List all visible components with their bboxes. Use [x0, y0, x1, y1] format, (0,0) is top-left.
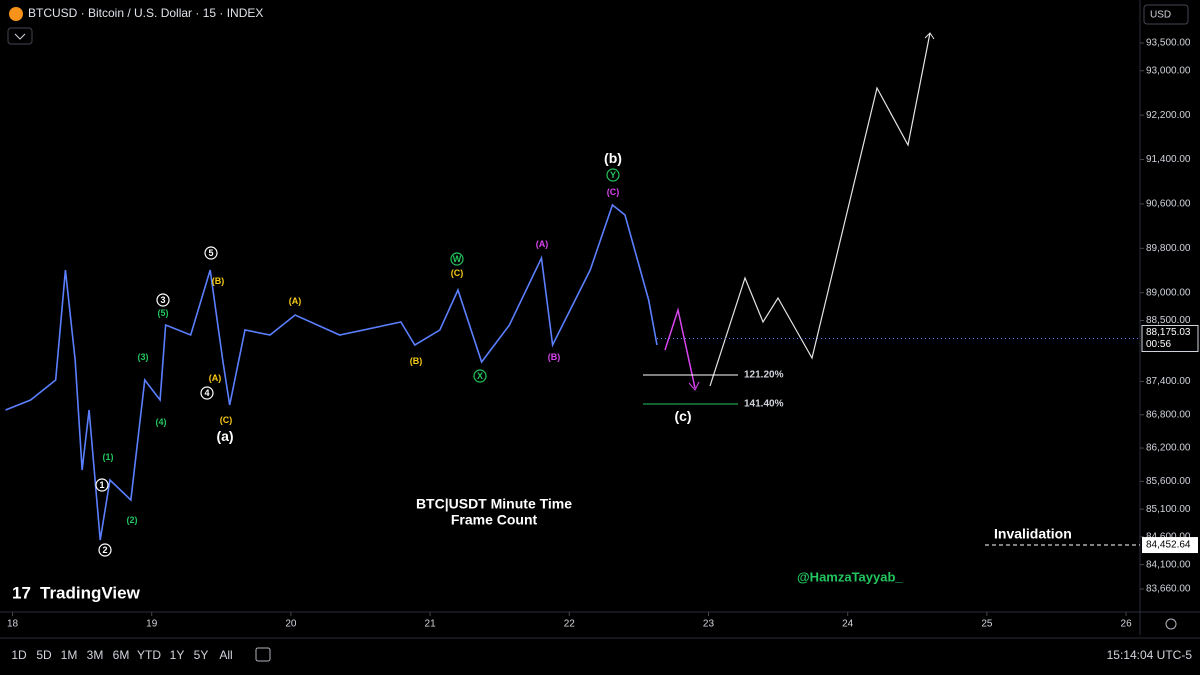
range-button[interactable]: 5D [36, 648, 52, 662]
wave-label: (3) [138, 352, 149, 362]
fib-label: 141.40% [744, 399, 784, 410]
range-button[interactable]: 1D [11, 648, 27, 662]
x-tick-label: 26 [1121, 619, 1133, 630]
x-tick-label: 18 [7, 619, 19, 630]
y-tick-label: 84,600.00 [1146, 532, 1191, 543]
y-tick-label: 86,800.00 [1146, 409, 1191, 420]
wave-label: (A) [289, 296, 302, 306]
wave-circle [450, 252, 464, 266]
wave-circle [156, 293, 170, 307]
y-tick-label: 85,600.00 [1146, 476, 1191, 487]
y-tick-label: 93,000.00 [1146, 65, 1191, 76]
wave-circle [473, 369, 487, 383]
wave-label: (b) [604, 150, 622, 166]
wave-label: 3 [160, 295, 165, 305]
currency-label: USD [1150, 10, 1171, 21]
y-tick-label: 87,400.00 [1146, 376, 1191, 387]
wave-label: Y [610, 170, 616, 180]
range-button[interactable]: YTD [137, 648, 161, 662]
range-button[interactable]: 5Y [194, 648, 209, 662]
toolbar: 1D 5D 1M 3M 6M YTD 1Y 5Y All [11, 648, 232, 662]
x-tick-label: 23 [703, 619, 715, 630]
x-tick-label: 25 [981, 619, 993, 630]
wave-label: (4) [156, 417, 167, 427]
wave-circle [98, 543, 112, 557]
y-tick-label: 84,100.00 [1146, 559, 1191, 570]
invalidation-text: Invalidation [994, 526, 1072, 542]
x-tick-label: 22 [564, 619, 576, 630]
wave-circle [200, 386, 214, 400]
wave-label: 2 [102, 545, 107, 555]
wave-label: (C) [220, 415, 233, 425]
date-range-icon[interactable] [255, 647, 271, 662]
current-price-label: 88,175.03 [1146, 327, 1191, 338]
countdown: 00:56 [1146, 339, 1171, 350]
chevron-icon [14, 33, 26, 40]
y-tick-label: 92,200.00 [1146, 110, 1191, 121]
x-tick-label: 19 [146, 619, 158, 630]
y-tick-label: 83,660.00 [1146, 584, 1191, 595]
logo-mark: 17 [12, 583, 31, 602]
invalidation-label: 84,452.64 [1146, 540, 1191, 551]
wave-label: (C) [451, 268, 464, 278]
wave-label: (B) [212, 276, 225, 286]
y-tick-label: 85,100.00 [1146, 504, 1191, 515]
wave-circle [204, 246, 218, 260]
watermark: TradingView [40, 583, 141, 602]
wave-label: (B) [548, 352, 561, 362]
y-tick-label: 86,200.00 [1146, 443, 1191, 454]
signature: @HamzaTayyab_ [797, 569, 903, 584]
range-button[interactable]: 1Y [170, 648, 185, 662]
collapse-button[interactable] [7, 27, 33, 45]
y-tick-label: 91,400.00 [1146, 154, 1191, 165]
pink-projection [664, 307, 696, 389]
pink-arrowhead [688, 381, 700, 391]
y-tick-label: 89,000.00 [1146, 287, 1191, 298]
symbol-title: BTCUSD · Bitcoin / U.S. Dollar · 15 · IN… [28, 6, 263, 20]
x-tick-label: 24 [842, 619, 854, 630]
wave-label: (A) [536, 239, 549, 249]
wave-label: (1) [103, 452, 114, 462]
fib-label: 121.20% [744, 370, 784, 381]
current-price-box [1141, 324, 1199, 352]
wave-label: 5 [208, 248, 213, 258]
wave-circle [606, 168, 620, 182]
wave-label: 1 [99, 480, 104, 490]
range-button[interactable]: 3M [87, 648, 104, 662]
settings-icon[interactable] [1165, 618, 1177, 630]
invalidation-box [1142, 537, 1198, 554]
wave-label: (B) [410, 356, 423, 366]
btc-icon [9, 7, 23, 21]
wave-label: (2) [127, 515, 138, 525]
currency-button[interactable] [1143, 4, 1189, 25]
wave-circle [95, 478, 109, 492]
x-tick-label: 20 [285, 619, 297, 630]
projection-arrowhead [924, 32, 935, 40]
wave-label: X [477, 371, 483, 381]
wave-label: (5) [158, 308, 169, 318]
y-tick-label: 93,500.00 [1146, 38, 1191, 49]
range-button[interactable]: All [219, 648, 232, 662]
caption-line: Frame Count [451, 512, 538, 528]
range-button[interactable]: 1M [61, 648, 78, 662]
clock: 15:14:04 UTC-5 [1107, 648, 1193, 662]
y-tick-label: 90,600.00 [1146, 199, 1191, 210]
wave-label: (a) [216, 428, 233, 444]
wave-label: 4 [204, 388, 209, 398]
range-button[interactable]: 6M [113, 648, 130, 662]
y-tick-label: 89,800.00 [1146, 243, 1191, 254]
price-line [5, 203, 658, 541]
y-tick-label: 88,500.00 [1146, 315, 1191, 326]
wave-label: (A) [209, 373, 222, 383]
wave-label: (c) [674, 408, 691, 424]
caption-line: BTC|USDT Minute Time [416, 496, 572, 512]
wave-label: W [453, 254, 462, 264]
wave-label: (C) [607, 187, 620, 197]
x-tick-label: 21 [425, 619, 437, 630]
projection-path [709, 32, 931, 387]
